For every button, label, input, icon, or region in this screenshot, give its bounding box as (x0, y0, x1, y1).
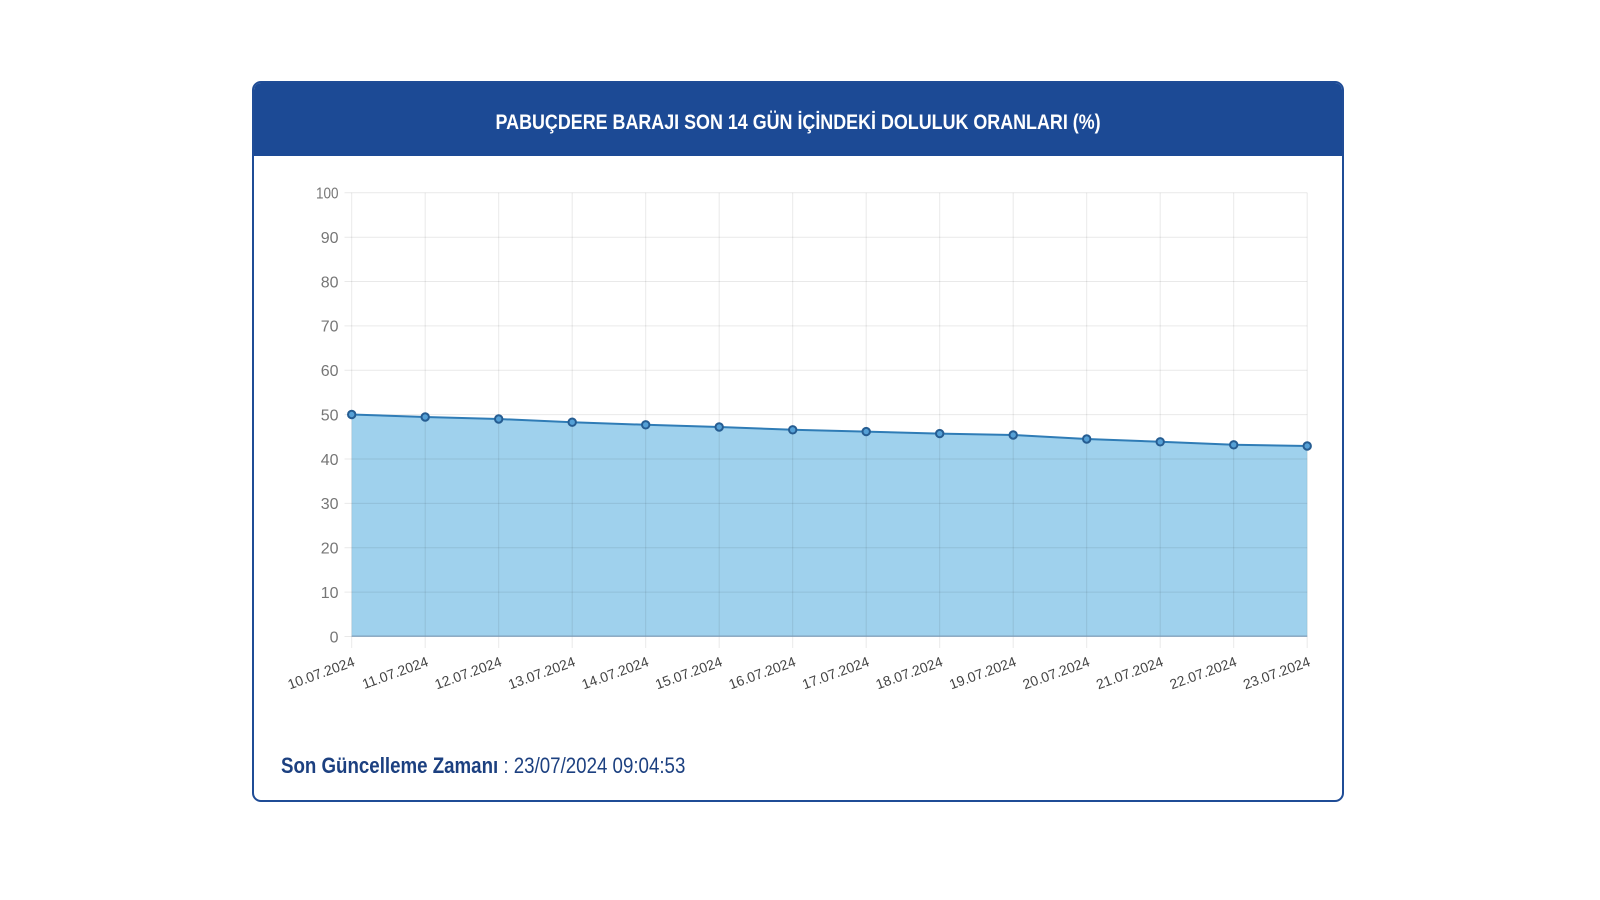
svg-text:40: 40 (321, 452, 339, 469)
svg-text:15.07.2024: 15.07.2024 (653, 653, 725, 692)
svg-text:19.07.2024: 19.07.2024 (947, 653, 1019, 692)
svg-text:60: 60 (321, 363, 339, 380)
svg-text:17.07.2024: 17.07.2024 (800, 653, 872, 692)
svg-text:10: 10 (321, 585, 339, 602)
svg-text:22.07.2024: 22.07.2024 (1167, 653, 1239, 692)
svg-text:21.07.2024: 21.07.2024 (1094, 653, 1166, 692)
svg-text:13.07.2024: 13.07.2024 (506, 653, 578, 692)
svg-text:90: 90 (321, 230, 339, 247)
svg-text:14.07.2024: 14.07.2024 (579, 653, 651, 692)
svg-text:70: 70 (321, 319, 339, 336)
svg-text:0: 0 (330, 629, 339, 646)
svg-text:18.07.2024: 18.07.2024 (873, 653, 945, 692)
svg-text:100: 100 (316, 186, 339, 203)
svg-text:30: 30 (321, 496, 339, 513)
svg-text:23.07.2024: 23.07.2024 (1241, 653, 1313, 692)
svg-text:16.07.2024: 16.07.2024 (726, 653, 798, 692)
svg-text:80: 80 (321, 274, 339, 291)
svg-text:20.07.2024: 20.07.2024 (1020, 653, 1092, 692)
svg-text:20: 20 (321, 541, 339, 558)
svg-text:11.07.2024: 11.07.2024 (360, 653, 431, 692)
svg-text:50: 50 (321, 407, 339, 424)
svg-text:10.07.2024: 10.07.2024 (285, 653, 357, 692)
svg-text:12.07.2024: 12.07.2024 (432, 653, 504, 692)
